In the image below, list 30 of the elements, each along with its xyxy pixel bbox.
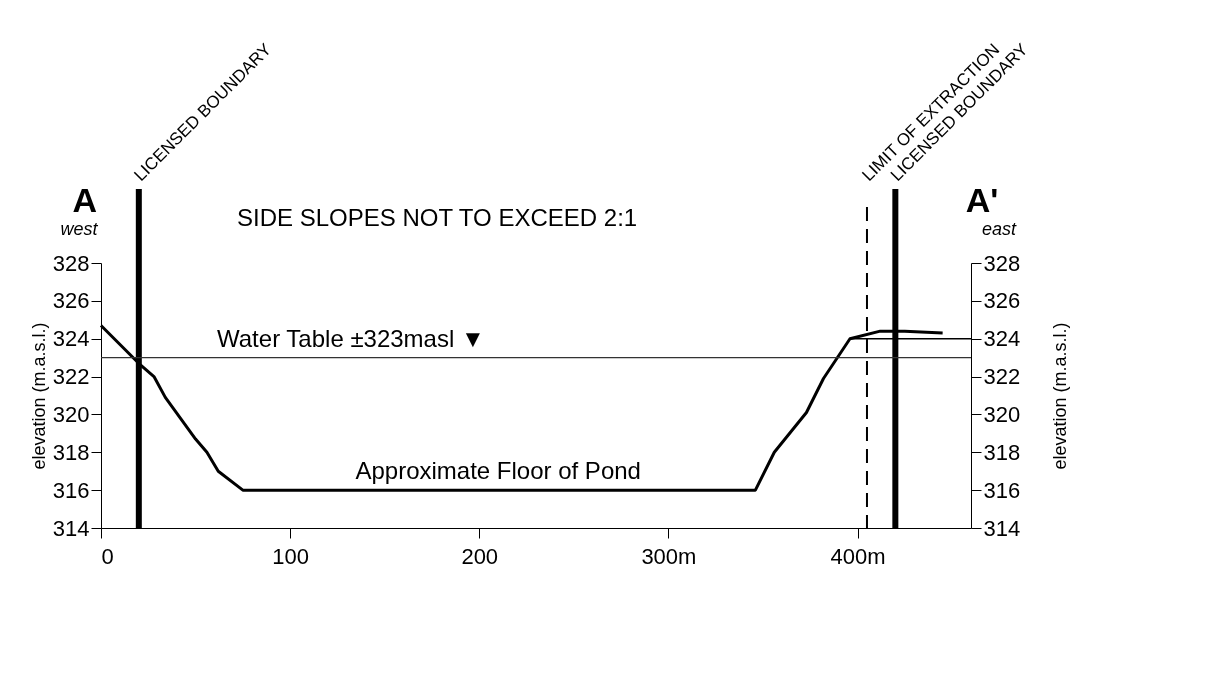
y-tick-label: 314 bbox=[52, 515, 90, 541]
y2-tick-label: 318 bbox=[983, 439, 1021, 465]
y-tick-label: 322 bbox=[52, 364, 90, 390]
ref-line-label: Water Table ±323masl ▼ bbox=[217, 324, 485, 352]
y2-tick-label: 326 bbox=[983, 288, 1021, 314]
x-tick-label: 200 bbox=[461, 543, 499, 569]
y2-tick-label: 322 bbox=[983, 364, 1021, 390]
annotation: Approximate Floor of Pond bbox=[355, 457, 641, 485]
y-tick-label: 324 bbox=[52, 326, 90, 352]
y-tick-label: 328 bbox=[52, 250, 90, 276]
x-tick-label: 100 bbox=[272, 543, 309, 569]
x-tick-label: 0 bbox=[101, 543, 114, 569]
y2-tick-label: 320 bbox=[983, 401, 1021, 427]
y2-tick-label: 328 bbox=[983, 250, 1021, 276]
x-tick-label: 400m bbox=[830, 543, 886, 569]
text: west bbox=[60, 219, 99, 239]
y-tick-label: 318 bbox=[52, 439, 90, 465]
y-tick-label: 316 bbox=[52, 477, 90, 503]
y2-tick-label: 314 bbox=[983, 515, 1021, 541]
text: SIDE SLOPES NOT TO EXCEED 2:1 bbox=[237, 204, 638, 231]
y2-tick-label: 324 bbox=[983, 326, 1021, 352]
y2-tick-label: 316 bbox=[983, 477, 1021, 503]
y-axis-title: elevation (m.a.s.l.) bbox=[28, 322, 49, 470]
y2-axis-title: elevation (m.a.s.l.) bbox=[1050, 322, 1071, 470]
text: east bbox=[981, 219, 1018, 239]
y-tick-label: 320 bbox=[52, 401, 90, 427]
y-tick-label: 326 bbox=[52, 288, 90, 314]
x-tick-label: 300m bbox=[641, 543, 697, 569]
text: A bbox=[72, 181, 97, 219]
text: A' bbox=[965, 181, 999, 219]
